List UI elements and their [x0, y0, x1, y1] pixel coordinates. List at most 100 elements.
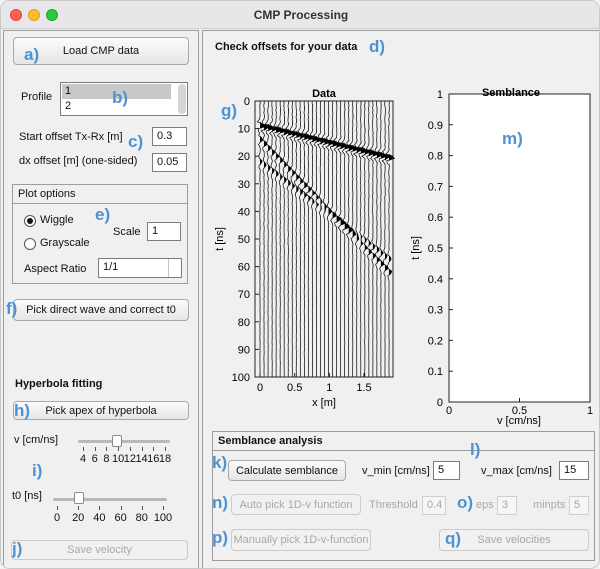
v-slider-tick — [153, 447, 155, 451]
wiggle-trace — [353, 101, 364, 377]
calculate-semblance-button[interactable]: Calculate semblance — [228, 460, 346, 481]
wiggle-trace — [292, 100, 303, 378]
wiggle-trace — [273, 100, 282, 377]
start-offset-input[interactable]: 0.3 — [152, 127, 187, 146]
start-offset-label: Start offset Tx-Rx [m] — [19, 131, 123, 143]
t0-slider-tick-label: 40 — [93, 512, 106, 524]
annotation-h: h) — [14, 401, 31, 420]
wiggle-trace — [309, 100, 318, 378]
v-slider-tick — [165, 447, 166, 451]
scale-input[interactable]: 1 — [147, 222, 181, 241]
wiggle-trace — [269, 101, 280, 378]
annotation-c: c) — [128, 132, 144, 151]
v-max-input[interactable]: 15 — [559, 461, 589, 480]
load-cmp-button[interactable]: Load CMP data — [13, 37, 189, 65]
t0-slider-tick — [57, 506, 58, 510]
v-slider-tick — [83, 447, 84, 451]
profile-item-2[interactable]: 2 — [65, 100, 72, 112]
manual-pick-label: Manually pick 1D-v-function — [233, 534, 369, 546]
wiggle-trace-fill — [376, 101, 383, 377]
wiggle-trace — [373, 100, 384, 378]
wiggle-trace-fill — [385, 101, 391, 377]
wiggle-trace-fill — [292, 101, 298, 377]
v-slider-tick-label: 14 — [135, 453, 148, 465]
annotation-b: b) — [112, 88, 129, 107]
pick-apex-button[interactable]: Pick apex of hyperbola — [13, 401, 189, 420]
wiggle-trace — [312, 100, 324, 377]
data-plot[interactable]: 0 10 20 30 40 50 60 70 80 90 100 0 0.5 1 1.5 Data t [… — [203, 86, 403, 431]
eps-input[interactable]: 3 — [497, 496, 517, 515]
v-slider-tick — [106, 447, 108, 451]
t0-slider-track[interactable] — [53, 498, 167, 501]
wiggle-trace — [385, 100, 396, 378]
threshold-label: Threshold — [369, 499, 418, 511]
dx-offset-label: dx offset [m] (one-sided) — [19, 155, 138, 167]
grayscale-radio[interactable] — [24, 238, 36, 250]
wiggle-trace — [333, 100, 345, 377]
wiggle-trace — [321, 100, 331, 378]
profile-scrollbar[interactable] — [178, 84, 186, 114]
v-slider-tick — [129, 447, 131, 451]
aspect-ratio-stepper[interactable] — [168, 259, 181, 277]
data-x-tick-label: 0 — [257, 382, 263, 394]
data-x-tick-label: 0.5 — [287, 382, 302, 394]
wiggle-trace-fill — [344, 101, 352, 377]
wiggle-trace — [260, 100, 272, 378]
dx-offset-input[interactable]: 0.05 — [152, 153, 187, 172]
calculate-semblance-label: Calculate semblance — [235, 464, 339, 477]
t0-slider-tick — [99, 506, 101, 510]
auto-pick-label: Auto pick 1D-v function — [239, 498, 353, 511]
t0-slider-tick-label: 0 — [53, 512, 61, 524]
semblance-plot[interactable]: 00.10.20.30.40.50.60.70.80.91 0 0.5 1 Semb… — [403, 86, 600, 431]
semblance-y-ticks: 0 0.1 0.2 0.3 0.4 0.5 0.6 0.7 0.8 0.9 1 — [428, 89, 453, 409]
wiggle-trace — [325, 100, 336, 377]
v-slider-tick-label: 6 — [91, 453, 98, 465]
semblance-analysis-group: Semblance analysis Calculate semblance k… — [212, 431, 595, 561]
data-y-tick-label: 50 — [238, 234, 250, 246]
wiggle-trace-fill — [340, 101, 347, 377]
t0-slider-tick-label: 100 — [153, 512, 173, 524]
wiggle-trace-fill — [296, 101, 302, 377]
t0-slider-tick-label: 60 — [114, 512, 127, 524]
plot-options-group: Plot options Wiggle e) Scale 1 Grayscale… — [12, 184, 188, 284]
wiggle-trace-fill — [372, 101, 380, 377]
v-slider-track[interactable] — [78, 440, 170, 443]
threshold-input[interactable]: 0.4 — [422, 496, 446, 515]
wiggle-trace — [264, 100, 275, 377]
manual-pick-button[interactable]: Manually pick 1D-v-function — [231, 529, 371, 551]
grayscale-label: Grayscale — [40, 237, 90, 249]
v-min-input[interactable]: 5 — [433, 461, 460, 480]
save-velocity-button[interactable]: Save velocity — [11, 540, 188, 560]
plot-options-title: Plot options — [18, 188, 76, 200]
t0-slider-thumb[interactable] — [74, 492, 84, 504]
profile-listbox[interactable]: 1 2 — [60, 82, 188, 116]
data-y-ticks: 0 10 20 30 40 50 60 70 80 90 100 — [232, 96, 259, 384]
semblance-y-tick-label: 0.8 — [428, 151, 443, 163]
minpts-input[interactable]: 5 — [569, 496, 589, 515]
semblance-x-ticks: 0 0.5 1 — [446, 398, 593, 417]
wiggle-trace — [345, 100, 355, 377]
title-bar: CMP Processing — [1, 1, 599, 29]
minimize-window-button[interactable] — [28, 9, 40, 21]
t0-slider-tick-label: 20 — [72, 512, 85, 524]
annotation-g: g) — [221, 101, 238, 120]
data-x-tick-label: 1.5 — [356, 382, 371, 394]
v-slider-thumb[interactable] — [112, 435, 122, 447]
semblance-y-tick-label: 0.9 — [428, 120, 443, 132]
pick-direct-wave-button[interactable]: Pick direct wave and correct t0 — [13, 299, 189, 321]
v-max-label: v_max [cm/ns] — [481, 465, 552, 477]
close-window-button[interactable] — [10, 9, 22, 21]
data-y-tick-label: 70 — [238, 289, 250, 301]
t0-slider-tick-label: 80 — [135, 512, 148, 524]
eps-label: eps — [476, 499, 494, 511]
zoom-window-button[interactable] — [46, 9, 58, 21]
save-velocities-button[interactable]: Save velocities — [439, 529, 589, 551]
aspect-ratio-input[interactable]: 1/1 — [98, 258, 182, 278]
profile-item-1[interactable]: 1 — [62, 84, 171, 99]
auto-pick-button[interactable]: Auto pick 1D-v function — [231, 494, 361, 515]
wiggle-trace — [296, 101, 308, 378]
data-plot-title: Data — [312, 88, 337, 100]
wiggle-radio[interactable] — [24, 215, 36, 227]
annotation-a: a) — [24, 45, 40, 64]
wiggle-trace-fill — [308, 101, 316, 377]
